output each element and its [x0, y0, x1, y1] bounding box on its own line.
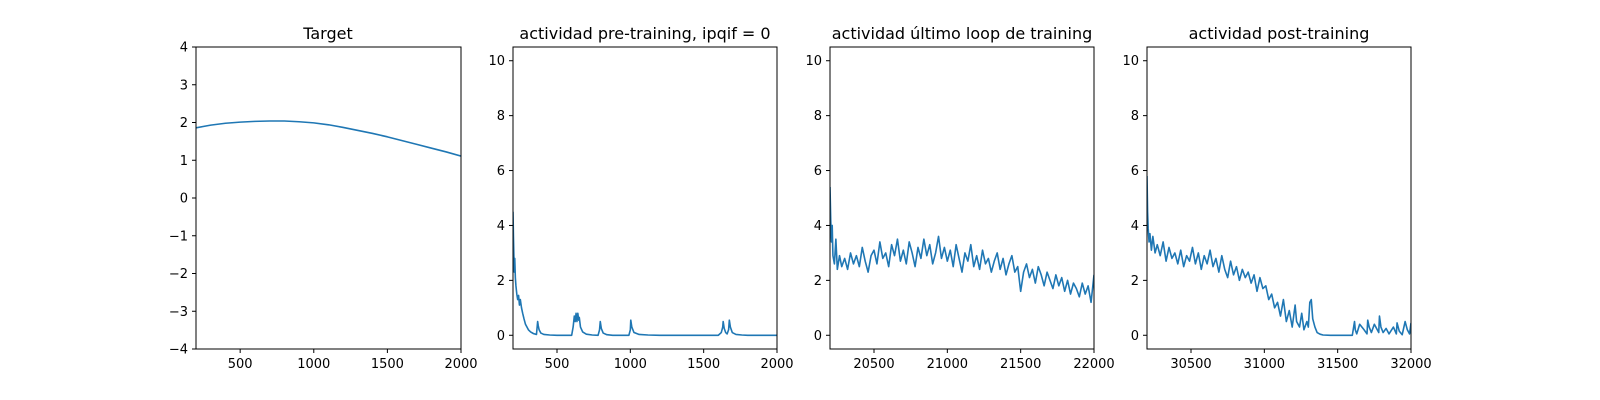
series-line	[196, 120, 461, 157]
x-tick-label: 21500	[1000, 357, 1041, 372]
panel-title: actividad pre-training, ipqif = 0	[519, 24, 770, 43]
y-tick-label: −4	[169, 343, 188, 358]
panel-pre-training: actividad pre-training, ipqif = 0 500 100…	[488, 24, 793, 372]
y-tick-label: 2	[497, 274, 505, 289]
y-tick-label: 10	[1122, 54, 1139, 69]
axes-frame	[1146, 46, 1412, 350]
y-tick-label: 0	[497, 329, 505, 344]
y-tick-label: 6	[814, 164, 822, 179]
x-tick-label: 31000	[1244, 357, 1285, 372]
x-tick-label: 1000	[297, 357, 330, 372]
series-line	[830, 187, 1094, 304]
y-tick-label: 2	[814, 274, 822, 289]
x-tick-label: 32000	[1390, 357, 1431, 372]
y-tick-label: −1	[169, 229, 188, 244]
x-tick-label: 30500	[1170, 357, 1211, 372]
axes-frame	[829, 46, 1095, 350]
x-tick-label: 1500	[687, 357, 720, 372]
x-tick-label: 31500	[1317, 357, 1358, 372]
x-tick-label: 20500	[853, 357, 894, 372]
x-tick-label: 2000	[760, 357, 793, 372]
panel-last-training-loop: actividad último loop de training 20500 2…	[805, 24, 1114, 372]
panel-target: Target 500 1000 1500 2000 −4 −3 −2 −1 0 1 2 3 4	[169, 24, 478, 372]
axes-frame	[512, 46, 778, 350]
y-tick-label: 2	[180, 116, 188, 131]
panel-title: actividad último loop de training	[832, 24, 1093, 43]
y-tick-label: 10	[488, 54, 505, 69]
y-tick-label: −3	[169, 305, 188, 320]
y-tick-label: 8	[814, 109, 822, 124]
x-tick-label: 1000	[614, 357, 647, 372]
y-tick-label: 0	[180, 192, 188, 207]
y-tick-label: 6	[1131, 164, 1139, 179]
y-tick-label: 0	[814, 329, 822, 344]
x-tick-label: 2000	[444, 357, 477, 372]
y-tick-label: 4	[814, 219, 822, 234]
y-tick-label: 6	[497, 164, 505, 179]
y-tick-label: 4	[180, 41, 188, 56]
series-line	[513, 211, 777, 337]
panel-title: actividad post-training	[1189, 24, 1370, 43]
y-tick-label: 0	[1131, 329, 1139, 344]
y-tick-label: 2	[1131, 274, 1139, 289]
x-tick-label: 22000	[1073, 357, 1114, 372]
y-tick-label: 10	[805, 54, 822, 69]
series-line	[1147, 176, 1411, 337]
x-tick-label: 500	[228, 357, 253, 372]
x-tick-label: 500	[545, 357, 570, 372]
y-tick-label: 8	[497, 109, 505, 124]
y-tick-label: 4	[1131, 219, 1139, 234]
y-tick-label: 3	[180, 78, 188, 93]
y-tick-label: 4	[497, 219, 505, 234]
y-tick-label: 8	[1131, 109, 1139, 124]
y-tick-label: −2	[169, 267, 188, 282]
x-tick-label: 21000	[927, 357, 968, 372]
panel-post-training: actividad post-training 30500 31000 31500 3…	[1122, 24, 1431, 372]
y-tick-label: 1	[180, 154, 188, 169]
x-tick-label: 1500	[371, 357, 404, 372]
panel-title: Target	[302, 24, 353, 43]
